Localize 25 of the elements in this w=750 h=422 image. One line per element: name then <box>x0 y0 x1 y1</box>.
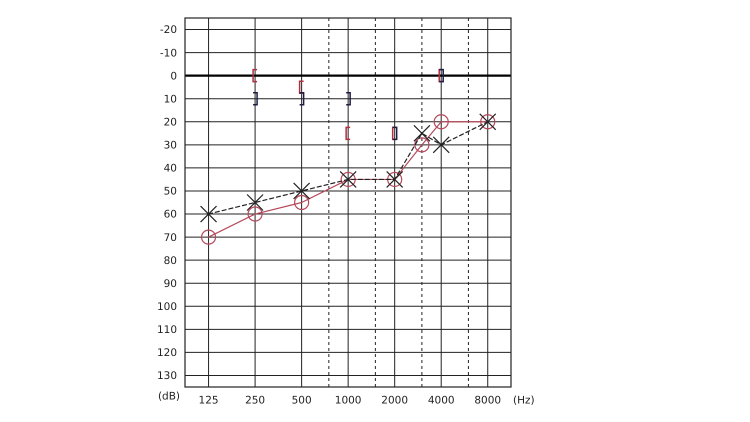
y-tick-label: 100 <box>156 300 177 313</box>
x-tick-label: 125 <box>198 394 219 407</box>
x-tick-label: 4000 <box>428 394 455 407</box>
y-axis-title: (dB) <box>158 390 180 403</box>
y-tick-label: 80 <box>164 254 177 267</box>
x-tick-label: 8000 <box>474 394 502 407</box>
y-tick-label: 110 <box>156 324 177 336</box>
y-tick-label: 130 <box>156 370 177 382</box>
x-tick-label: 250 <box>245 394 266 407</box>
y-tick-label: -10 <box>160 47 177 60</box>
y-tick-label: 40 <box>164 162 177 175</box>
x-tick-label: 2000 <box>381 394 408 407</box>
y-tick-label: 30 <box>164 140 177 152</box>
y-tick-label: 0 <box>170 70 177 82</box>
y-tick-label: 90 <box>164 278 177 290</box>
y-tick-label: 50 <box>164 186 177 198</box>
x-tick-label: 1000 <box>334 394 362 407</box>
y-tick-label: 10 <box>164 93 177 106</box>
x-tick-label: 500 <box>292 394 312 407</box>
y-tick-label: 20 <box>164 116 177 128</box>
y-tick-label: 60 <box>164 208 177 221</box>
y-tick-label: 120 <box>156 347 177 360</box>
y-tick-label: 70 <box>164 232 177 244</box>
y-tick-label: -20 <box>160 24 177 36</box>
x-axis-title: (Hz) <box>513 394 535 407</box>
